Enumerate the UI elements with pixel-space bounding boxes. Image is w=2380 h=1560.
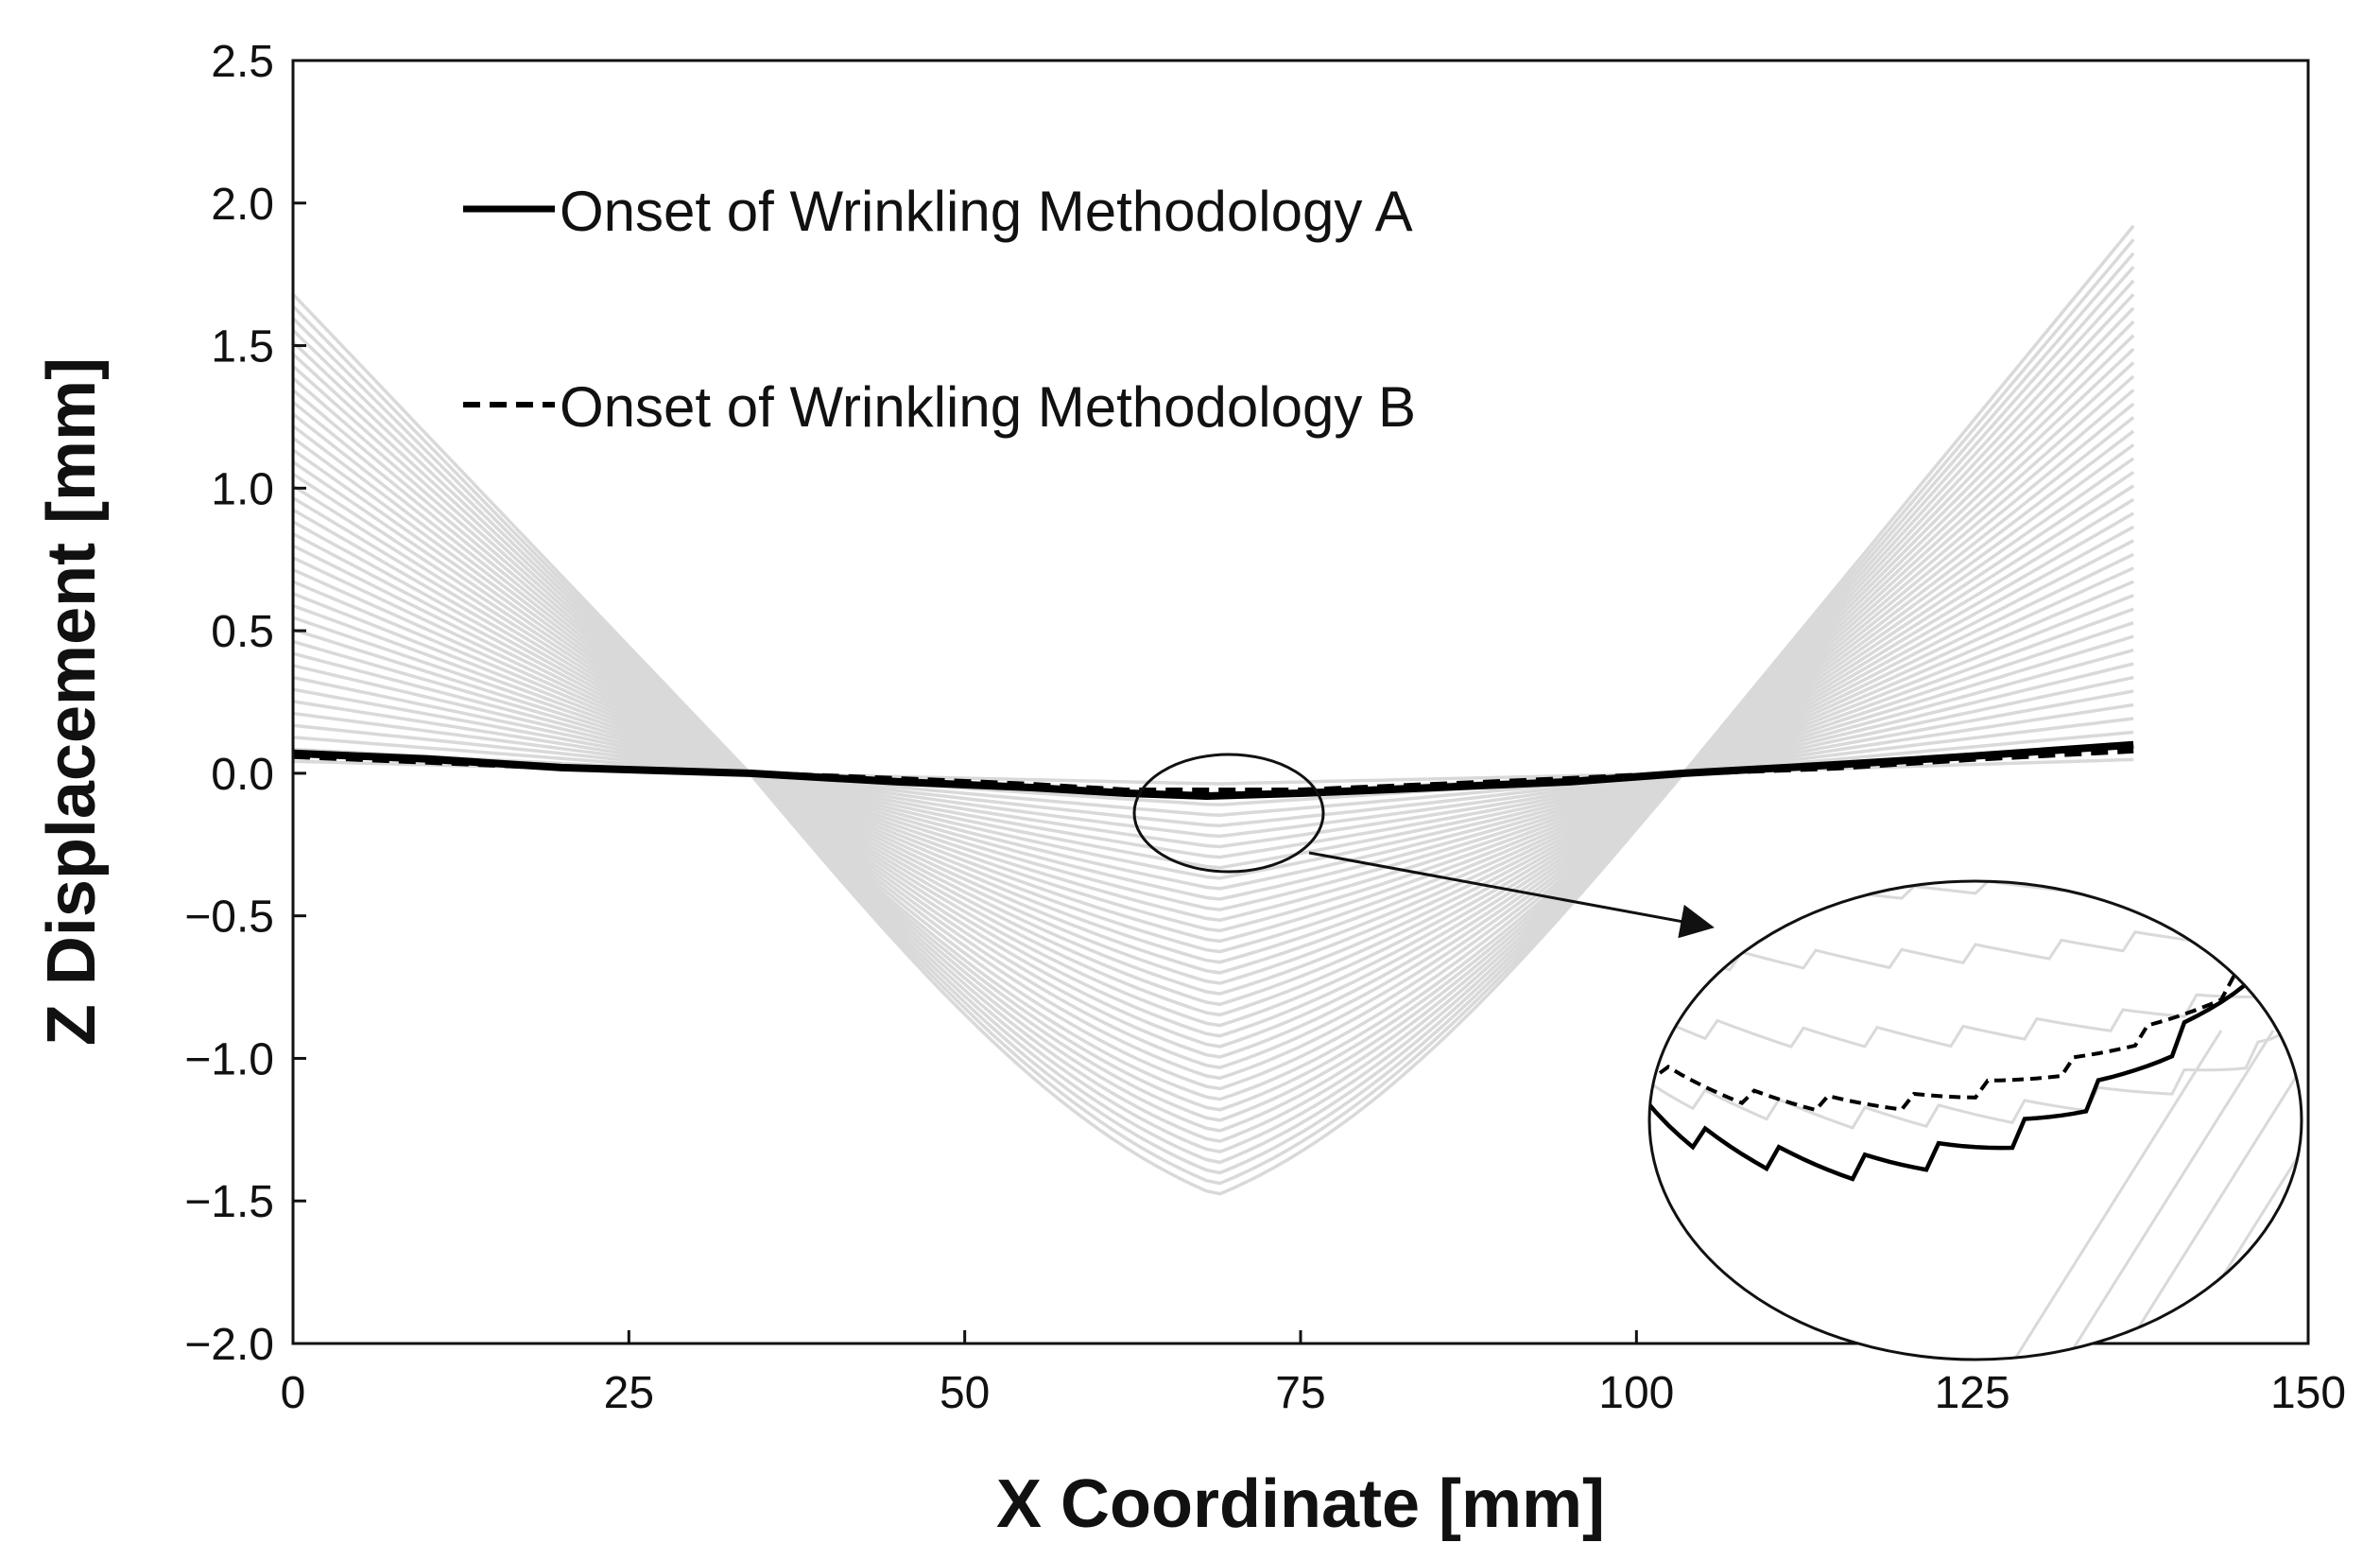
zoom-region-ellipse — [1132, 753, 1325, 874]
history-curve-8 — [293, 662, 2134, 859]
history-curve-32 — [293, 334, 2135, 1112]
inset-series-methodology-a — [1649, 881, 2302, 1182]
history-curve-17 — [293, 539, 2135, 954]
history-curve-22 — [293, 470, 2135, 1007]
zoom-inset-background — [1649, 881, 2302, 1360]
x-axis: 0 25 50 75 100 125 150 — [281, 1330, 2346, 1418]
x-tick-label: 25 — [604, 1368, 654, 1418]
history-curve-31 — [293, 347, 2135, 1101]
y-tick-label: 0.0 — [211, 750, 274, 800]
x-tick-label: 75 — [1275, 1368, 1325, 1418]
history-curve-21 — [293, 484, 2135, 996]
y-tick-label: −2.0 — [184, 1320, 274, 1370]
x-tick-label: 125 — [1935, 1368, 2010, 1418]
history-curve-29 — [293, 374, 2135, 1081]
y-tick-label: −0.5 — [184, 893, 274, 943]
y-tick-label: 2.0 — [211, 180, 274, 230]
history-curve-9 — [293, 648, 2134, 870]
x-tick-label: 0 — [281, 1368, 306, 1418]
x-tick-label: 100 — [1598, 1368, 1674, 1418]
history-curve-33 — [293, 320, 2135, 1122]
y-axis-title: Z Displacement [mm] — [34, 357, 110, 1046]
legend: Onset of Wrinkling Methodology A Onset o… — [463, 180, 1416, 439]
zoom-inset-border — [1647, 879, 2303, 1361]
legend-label-methodology-a: Onset of Wrinkling Methodology A — [560, 180, 1413, 243]
zoom-arrow — [1308, 851, 1715, 939]
history-curve-27 — [293, 402, 2135, 1059]
history-curve-14 — [293, 580, 2134, 922]
history-curve-38 — [293, 251, 2135, 1175]
history-curve-12 — [293, 607, 2134, 901]
history-curve-28 — [293, 389, 2135, 1069]
history-curve-35 — [293, 293, 2135, 1143]
history-curve-5 — [293, 702, 2134, 828]
x-tick-label: 150 — [2270, 1368, 2346, 1418]
inset-steep-curve-0 — [2011, 1030, 2223, 1360]
inset-steep-curve-2 — [2115, 1030, 2302, 1360]
history-curve-7 — [293, 675, 2134, 849]
history-curve-23 — [293, 457, 2135, 1017]
history-curve-10 — [293, 634, 2134, 880]
history-curve-24 — [293, 443, 2135, 1028]
y-tick-label: −1.0 — [184, 1034, 274, 1084]
history-curve-34 — [293, 306, 2135, 1133]
history-curve-11 — [293, 621, 2134, 891]
history-curve-30 — [293, 361, 2135, 1091]
history-curve-18 — [293, 525, 2135, 964]
zoom-annotation — [1132, 753, 2303, 1361]
history-curve-37 — [293, 266, 2135, 1165]
x-tick-label: 50 — [940, 1368, 990, 1418]
y-tick-label: −1.5 — [184, 1177, 274, 1227]
history-curve-6 — [293, 689, 2134, 839]
history-curve-13 — [293, 594, 2134, 911]
history-curve-15 — [293, 566, 2134, 933]
background-curves — [293, 224, 2135, 1196]
history-curve-39 — [293, 238, 2135, 1186]
history-curve-26 — [293, 416, 2135, 1049]
y-axis: 2.5 2.0 1.5 1.0 0.5 0.0 −0.5 −1.0 −1.5 −2.0 — [184, 37, 306, 1370]
history-curve-16 — [293, 552, 2134, 944]
y-tick-label: 0.5 — [211, 607, 274, 657]
history-curve-4 — [293, 717, 2134, 817]
series-line-methodology-b — [293, 747, 2134, 793]
inset-steep-curve-1 — [2063, 1030, 2275, 1360]
history-curve-25 — [293, 429, 2135, 1038]
legend-label-methodology-b: Onset of Wrinkling Methodology B — [560, 375, 1416, 439]
history-curve-36 — [293, 279, 2135, 1154]
y-tick-label: 1.5 — [211, 322, 274, 373]
history-curve-20 — [293, 497, 2135, 985]
zoom-inset — [1647, 879, 2303, 1361]
y-tick-label: 2.5 — [211, 37, 274, 87]
x-axis-title: X Coordinate [mm] — [996, 1466, 1605, 1542]
history-curve-3 — [293, 730, 2134, 806]
history-curve-40 — [293, 224, 2135, 1196]
history-curve-19 — [293, 511, 2135, 975]
series-layer — [293, 740, 2134, 801]
y-tick-label: 1.0 — [211, 464, 274, 514]
inset-history-curve-3 — [1649, 1019, 2302, 1130]
